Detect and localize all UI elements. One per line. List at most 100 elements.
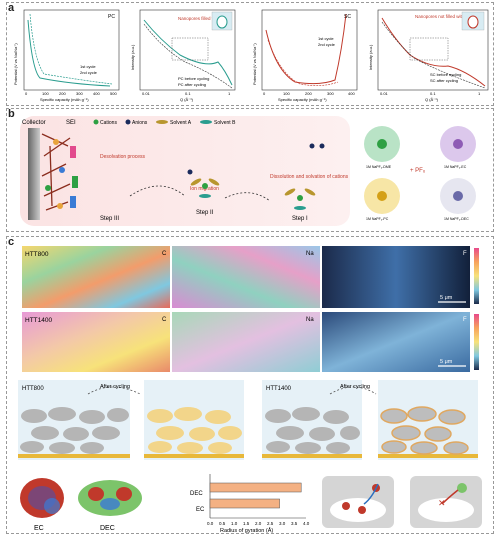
step-1-label: Step I xyxy=(292,216,308,222)
panel-b-schematic: Collector SEI Cations Anions Solvent A S… xyxy=(20,116,476,226)
row1-map-c: C xyxy=(162,251,167,257)
map-htt1400-na xyxy=(172,312,320,372)
row2-scalebar: 5 μm xyxy=(440,359,453,365)
schematic-right-after: After cycling xyxy=(340,384,370,390)
row1-map-na: Na xyxy=(306,251,314,257)
row2-map-na: Na xyxy=(306,317,314,323)
desolvation-label: Desolvation process xyxy=(100,154,146,160)
plot1-xlabel: Specific capacity (mAh g⁻¹) xyxy=(40,97,89,102)
molecule-dec-label: DEC xyxy=(100,525,115,532)
collector-label: Collector xyxy=(22,120,46,126)
plot4-legend-1: SC before cycling xyxy=(430,72,461,77)
plot2-annotation: Nanopores filled with SEI xyxy=(178,16,228,21)
schematic-left-after: After cycling xyxy=(100,384,130,390)
schematic-htt800-before xyxy=(18,380,130,460)
plot1-xtick: 500 xyxy=(110,91,117,96)
collector xyxy=(28,128,40,220)
plot1-xtick: 300 xyxy=(76,91,83,96)
step-3-label: Step III xyxy=(100,216,119,222)
electrolyte-region xyxy=(20,116,350,226)
bar-xtick: 1.5 xyxy=(243,521,250,526)
plot2-xtick: 0.01 xyxy=(142,91,151,96)
colorbar-1 xyxy=(474,248,479,304)
plot2-legend-1: PC before cycling xyxy=(178,76,209,81)
bar-category-label: DEC xyxy=(190,491,203,497)
row1-scalebar: 5 μm xyxy=(440,295,453,301)
cross-icon: ✕ xyxy=(438,498,446,508)
schematic-left-label: HTT800 xyxy=(22,386,44,392)
sei-particles xyxy=(45,139,78,209)
colorbar-2 xyxy=(474,314,479,370)
sei-layer xyxy=(41,133,71,211)
map-htt1400-c xyxy=(22,312,170,372)
molecule-ec xyxy=(20,478,64,518)
plot1-xtick: 400 xyxy=(93,91,100,96)
plot3-xlabel: Specific capacity (mAh g⁻¹) xyxy=(278,97,327,102)
row2-sample: HTT1400 xyxy=(25,317,52,324)
legend-solvent-a: Solvent A xyxy=(170,120,192,126)
plot4-xtick: 1 xyxy=(478,91,481,96)
bar-xtick: 0.5 xyxy=(219,521,226,526)
radius-bar-chart: DEC EC Radius of gyration (Å) 0.0 0.5 1.0 1… xyxy=(190,474,310,534)
plus-pf6: + PF₆ xyxy=(410,168,426,174)
bar-xtick: 0.0 xyxy=(207,521,214,526)
bar-xlabel: Radius of gyration (Å) xyxy=(220,527,273,534)
complex-label-dec: 1M NaPF₆-DEC xyxy=(444,217,469,221)
row2-map-f: F xyxy=(463,317,467,323)
plot4-xtick: 0.1 xyxy=(430,91,436,96)
legend-cations: Cations xyxy=(100,120,117,126)
plot3-xtick: 400 xyxy=(348,91,355,96)
plot1-tag: PC xyxy=(108,14,115,20)
plot3-legend-1: 1st cycle xyxy=(318,36,334,41)
plot3-xtick: 300 xyxy=(327,91,334,96)
plot3-xtick: 100 xyxy=(283,91,290,96)
plot2-xtick: 1 xyxy=(228,91,231,96)
complex-label-pc: 1M NaPF₆-PC xyxy=(366,217,389,221)
molecule-dec xyxy=(78,480,142,516)
legend-solvent-b: Solvent B xyxy=(214,120,236,126)
plot3-tag: SC xyxy=(344,14,351,20)
plot3-xtick: 0 xyxy=(263,91,266,96)
panel-c-label: c xyxy=(8,236,15,248)
plot4-ylabel: Intensity (a.u.) xyxy=(368,44,373,70)
bar-xtick: 3.0 xyxy=(279,521,286,526)
complex-dec xyxy=(440,178,476,214)
complex-ec xyxy=(440,126,476,162)
complex-pc xyxy=(364,178,400,214)
panel-a-label: a xyxy=(8,2,15,14)
plot1-xtick: 100 xyxy=(42,91,49,96)
plot1-xtick: 200 xyxy=(59,91,66,96)
plot2-xtick: 0.1 xyxy=(185,91,191,96)
bar-xtick: 2.5 xyxy=(267,521,274,526)
row1-map-f: F xyxy=(463,251,467,257)
schematic-htt1400-after xyxy=(378,380,478,460)
panel-c-content: HTT800 C Na F 5 μm HTT1400 C Na F 5 μm H… xyxy=(18,246,482,534)
pore-ec xyxy=(322,476,394,528)
plot1-legend-1: 1st cycle xyxy=(80,64,96,69)
plot2-xlabel: Q (Å⁻¹) xyxy=(180,97,194,102)
plot2-legend-2: PC after cycling xyxy=(178,82,206,87)
plot1-ylabel: Potential (V vs Na/Na⁺) xyxy=(13,43,18,85)
plot4-xlabel: Q (Å⁻¹) xyxy=(425,97,439,102)
panel-a-plots: PC 1st cycle 2nd cycle Specific capacity… xyxy=(13,9,489,102)
bar-xtick: 2.0 xyxy=(255,521,262,526)
bar-xtick: 1.0 xyxy=(231,521,238,526)
plot-sc-saxs: Nanopores not filled with SEI SC before … xyxy=(368,9,489,102)
plot-sc-potential: SC 1st cycle 2nd cycle Specific capacity… xyxy=(252,9,358,102)
row1-sample: HTT800 xyxy=(25,251,49,258)
pore-dec: ✕ xyxy=(410,476,482,528)
sei-label: SEI xyxy=(66,120,76,126)
panel-a xyxy=(6,2,494,106)
row2-map-c: C xyxy=(162,317,167,323)
bar-xtick: 4.0 xyxy=(303,521,310,526)
panel-c xyxy=(6,236,494,534)
plot3-ylabel: Potential (V vs Na/Na⁺) xyxy=(252,43,257,85)
bar-category-label: EC xyxy=(196,507,205,513)
schematic-htt800-after xyxy=(144,380,244,460)
plot2-ylabel: Intensity (a.u.) xyxy=(130,44,135,70)
plot3-xtick: 200 xyxy=(305,91,312,96)
step-2-cluster xyxy=(187,169,220,198)
complex-label-ec: 1M NaPF₆-EC xyxy=(444,165,467,169)
step-2-label: Step II xyxy=(196,210,214,216)
plot3-legend-2: 2nd cycle xyxy=(318,42,336,47)
